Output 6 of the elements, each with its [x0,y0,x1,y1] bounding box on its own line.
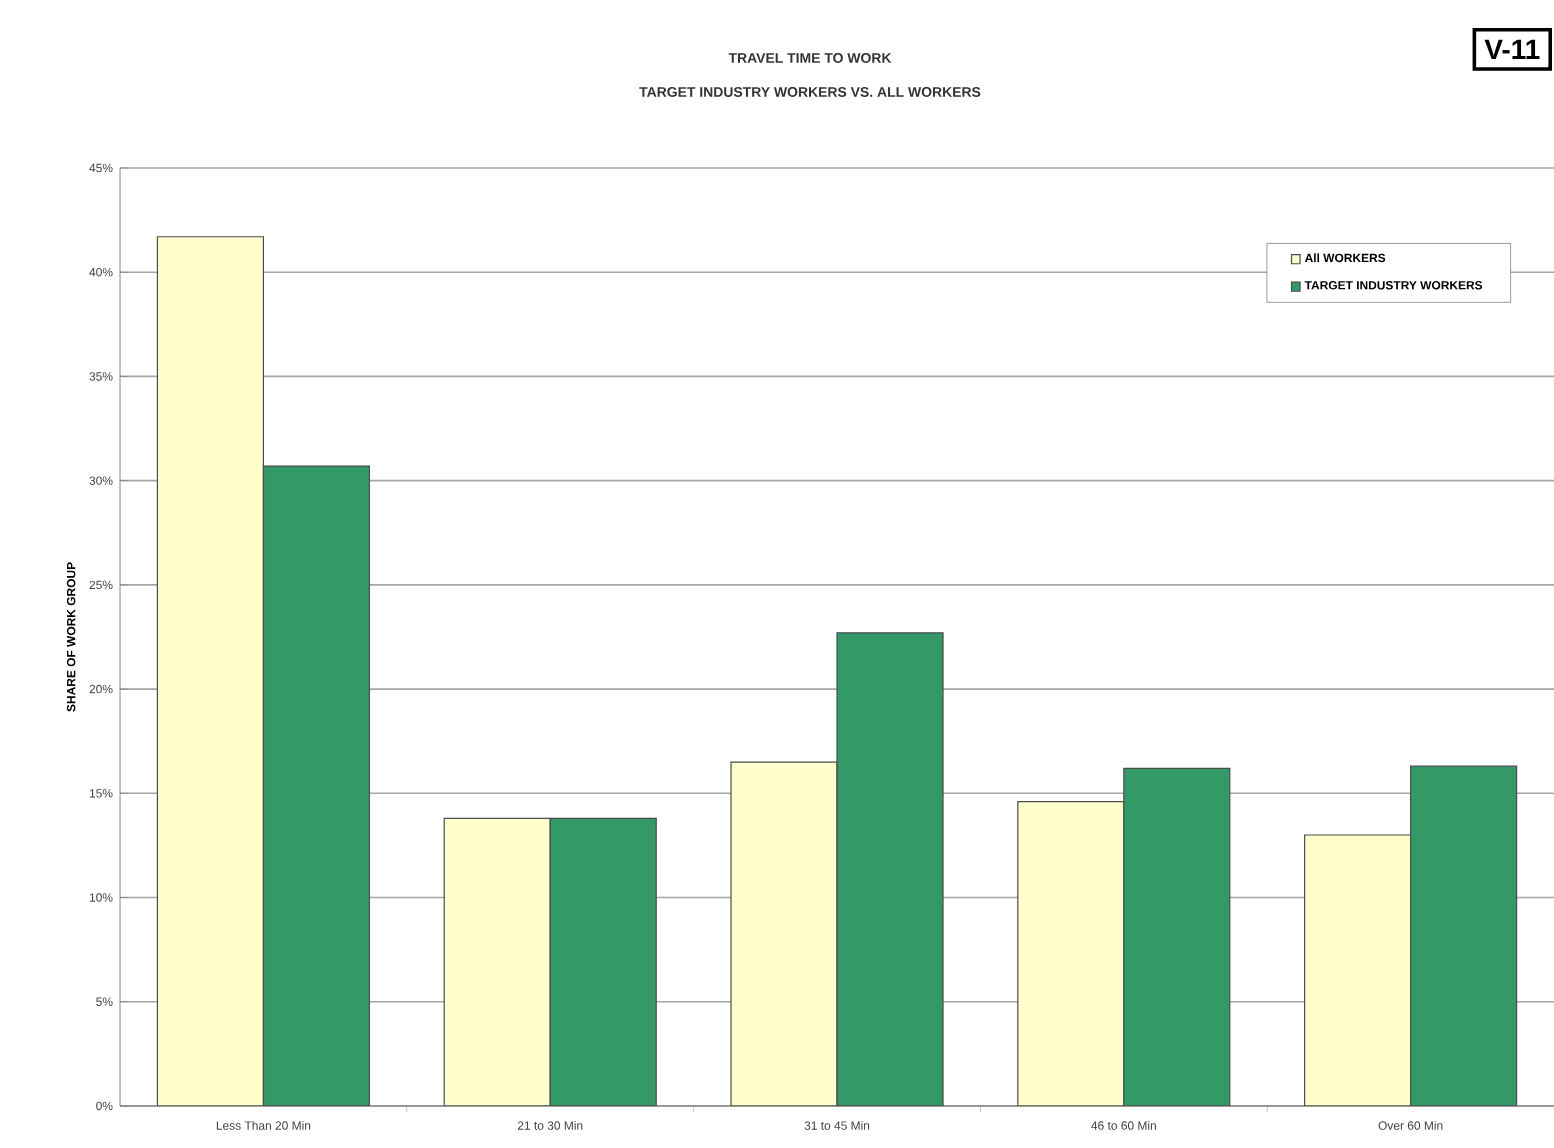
text: V-11 [1484,39,1540,59]
bar [836,632,944,1106]
bar [1410,765,1518,1106]
bar [262,465,371,1106]
bar [1123,767,1231,1106]
bar [549,817,657,1106]
